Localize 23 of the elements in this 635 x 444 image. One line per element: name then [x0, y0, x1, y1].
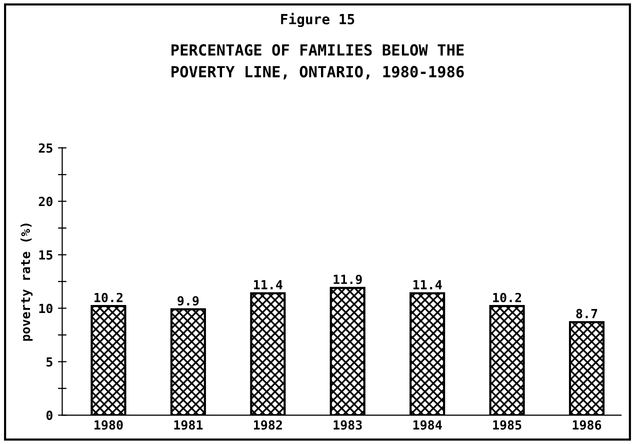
y-tick-label: 0 [46, 410, 52, 420]
y-tick-label: 20 [38, 196, 52, 206]
x-tick-label: 1983 [334, 420, 362, 430]
data-label: 10.2 [493, 292, 522, 302]
y-tick-label: 25 [38, 143, 52, 153]
chart-title: Figure 15 [281, 12, 354, 28]
data-label: 11.9 [334, 274, 362, 284]
x-tick-label: 1980 [94, 420, 123, 430]
x-tick-label: 1986 [572, 420, 602, 430]
x-tick-label: 1985 [493, 420, 522, 430]
data-label: 8.7 [576, 308, 598, 318]
y-tick-label: 5 [46, 357, 52, 367]
y-tick-label: 10 [39, 304, 52, 314]
x-tick-label: 1984 [413, 420, 442, 430]
y-tick-label: 15 [39, 250, 52, 260]
data-label: 11.4 [254, 280, 282, 290]
data-label: 9.9 [178, 296, 199, 306]
y-axis-title: poverty rate (%) [20, 224, 33, 341]
chart-subtitle: PERCENTAGE OF FAMILIES BELOW THE POVERTY LINE, ONTARIO, 1980-1986 [172, 44, 464, 80]
data-label: 10.2 [94, 292, 122, 302]
x-tick-label: 1981 [174, 420, 203, 430]
data-label: 11.4 [413, 280, 442, 290]
x-tick-label: 1982 [254, 420, 282, 430]
